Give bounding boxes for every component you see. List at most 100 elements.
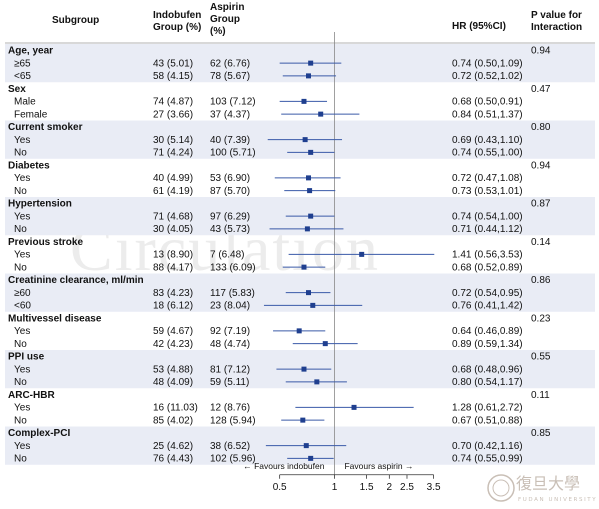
hr-ci-label: 0.71 (0.44,1.12) bbox=[452, 224, 523, 235]
group-label: Previous stroke bbox=[8, 237, 83, 248]
hr-marker bbox=[301, 98, 307, 104]
indobufen-value: 43 (5.01) bbox=[153, 58, 193, 69]
x-tick-label: 0.5 bbox=[273, 482, 287, 493]
hr-ci-label: 1.41 (0.56,3.53) bbox=[452, 250, 523, 261]
hr-marker bbox=[306, 73, 312, 79]
indobufen-value: 16 (11.03) bbox=[153, 403, 198, 414]
hr-ci-label: 0.67 (0.51,0.88) bbox=[452, 415, 523, 426]
aspirin-value: 87 (5.70) bbox=[210, 186, 250, 197]
hr-marker bbox=[306, 175, 312, 181]
hr-marker bbox=[301, 264, 307, 270]
indobufen-value: 53 (4.88) bbox=[153, 364, 193, 375]
subgroup-label: Yes bbox=[14, 326, 30, 337]
hr-ci-label: 0.89 (0.59,1.34) bbox=[452, 339, 523, 350]
fudan-seal-icon: 復旦大學 FUDAN UNIVERSITY bbox=[487, 474, 596, 503]
x-tick-label: 2 bbox=[387, 482, 393, 493]
subgroup-label: Yes bbox=[14, 211, 30, 222]
indobufen-value: 71 (4.68) bbox=[153, 211, 193, 222]
aspirin-value: 40 (7.39) bbox=[210, 135, 250, 146]
group-label: Creatinine clearance, ml/min bbox=[8, 275, 144, 286]
aspirin-value: 128 (5.94) bbox=[210, 415, 256, 426]
group-label: PPI use bbox=[8, 352, 45, 363]
aspirin-value: 53 (6.90) bbox=[210, 173, 250, 184]
p-value-label: 0.85 bbox=[531, 428, 551, 439]
hr-ci-label: 0.69 (0.43,1.10) bbox=[452, 135, 523, 146]
subgroup-label: Yes bbox=[14, 441, 30, 452]
indobufen-header: Indobufen Group (%) bbox=[153, 10, 202, 33]
group-label: Diabetes bbox=[8, 160, 50, 171]
hr-header: HR (95%CI) bbox=[452, 21, 506, 32]
p-value-label: 0.86 bbox=[531, 275, 551, 286]
hr-marker bbox=[318, 111, 324, 117]
p-value-label: 0.87 bbox=[531, 199, 551, 210]
hr-marker bbox=[310, 302, 316, 308]
subgroup-label: No bbox=[14, 148, 27, 159]
hr-ci-label: 0.74 (0.55,0.99) bbox=[452, 454, 523, 465]
subgroup-label: ≥60 bbox=[14, 288, 31, 299]
subgroup-label: Yes bbox=[14, 173, 30, 184]
hr-ci-label: 0.76 (0.41,1.42) bbox=[452, 301, 523, 312]
indobufen-value: 30 (5.14) bbox=[153, 135, 193, 146]
favours-aspirin-label: Favours aspirin → bbox=[344, 461, 413, 471]
aspirin-value: 23 (8.04) bbox=[210, 301, 250, 312]
aspirin-value: 62 (6.76) bbox=[210, 58, 250, 69]
indobufen-value: 61 (4.19) bbox=[153, 186, 193, 197]
indobufen-value: 83 (4.23) bbox=[153, 288, 193, 299]
x-tick-label: 1.5 bbox=[360, 482, 374, 493]
indobufen-value: 18 (6.12) bbox=[153, 301, 193, 312]
hr-ci-label: 0.74 (0.55,1.00) bbox=[452, 148, 523, 159]
hr-marker bbox=[300, 417, 306, 423]
aspirin-value: 103 (7.12) bbox=[210, 97, 256, 108]
subgroup-label: Yes bbox=[14, 364, 30, 375]
pvalue-header: P value for Interaction bbox=[531, 10, 583, 33]
hr-marker bbox=[314, 379, 320, 385]
group-label: Hypertension bbox=[8, 199, 72, 210]
aspirin-value: 59 (5.11) bbox=[210, 377, 249, 388]
subgroup-header: Subgroup bbox=[52, 15, 100, 26]
indobufen-value: 59 (4.67) bbox=[153, 326, 193, 337]
hr-marker bbox=[303, 443, 309, 449]
indobufen-value: 48 (4.09) bbox=[153, 377, 193, 388]
subgroup-label: No bbox=[14, 454, 27, 465]
p-value-label: 0.14 bbox=[531, 237, 551, 248]
p-value-label: 0.94 bbox=[531, 160, 551, 171]
hr-ci-label: 0.74 (0.54,1.00) bbox=[452, 211, 523, 222]
indobufen-value: 27 (3.66) bbox=[153, 109, 193, 120]
aspirin-value: 133 (6.09) bbox=[210, 262, 256, 273]
subgroup-label: No bbox=[14, 339, 27, 350]
hr-marker bbox=[301, 366, 307, 372]
p-value-label: 0.11 bbox=[531, 390, 550, 401]
p-value-label: 0.47 bbox=[531, 84, 551, 95]
hr-ci-label: 0.72 (0.52,1.02) bbox=[452, 71, 523, 82]
aspirin-value: 117 (5.83) bbox=[210, 288, 255, 299]
subgroup-label: <60 bbox=[14, 301, 31, 312]
indobufen-value: 30 (4.05) bbox=[153, 224, 193, 235]
hr-ci-label: 0.70 (0.42,1.16) bbox=[452, 441, 523, 452]
p-value-label: 0.94 bbox=[531, 46, 551, 57]
group-label: Sex bbox=[8, 84, 26, 95]
aspirin-value: 38 (6.52) bbox=[210, 441, 250, 452]
indobufen-value: 58 (4.15) bbox=[153, 71, 193, 82]
hr-marker bbox=[351, 404, 357, 410]
hr-marker bbox=[322, 341, 328, 347]
hr-ci-label: 0.68 (0.52,0.89) bbox=[452, 262, 523, 273]
subgroup-label: No bbox=[14, 415, 27, 426]
hr-ci-label: 0.73 (0.53,1.01) bbox=[452, 186, 523, 197]
hr-ci-label: 0.72 (0.47,1.08) bbox=[452, 173, 523, 184]
hr-ci-label: 0.72 (0.54,0.95) bbox=[452, 288, 523, 299]
aspirin-value: 43 (5.73) bbox=[210, 224, 250, 235]
x-tick-label: 1 bbox=[332, 482, 338, 493]
group-label: Age, year bbox=[8, 46, 53, 57]
fudan-university-logo: 復旦大學 FUDAN UNIVERSITY bbox=[486, 472, 598, 504]
aspirin-value: 92 (7.19) bbox=[210, 326, 250, 337]
subgroup-label: No bbox=[14, 377, 27, 388]
x-tick-label: 3.5 bbox=[427, 482, 441, 493]
indobufen-value: 42 (4.23) bbox=[153, 339, 193, 350]
aspirin-value: 100 (5.71) bbox=[210, 148, 256, 159]
hr-ci-label: 0.74 (0.50,1.09) bbox=[452, 58, 523, 69]
hr-marker bbox=[302, 137, 308, 143]
hr-ci-label: 0.64 (0.46,0.89) bbox=[452, 326, 523, 337]
hr-marker bbox=[308, 60, 314, 66]
